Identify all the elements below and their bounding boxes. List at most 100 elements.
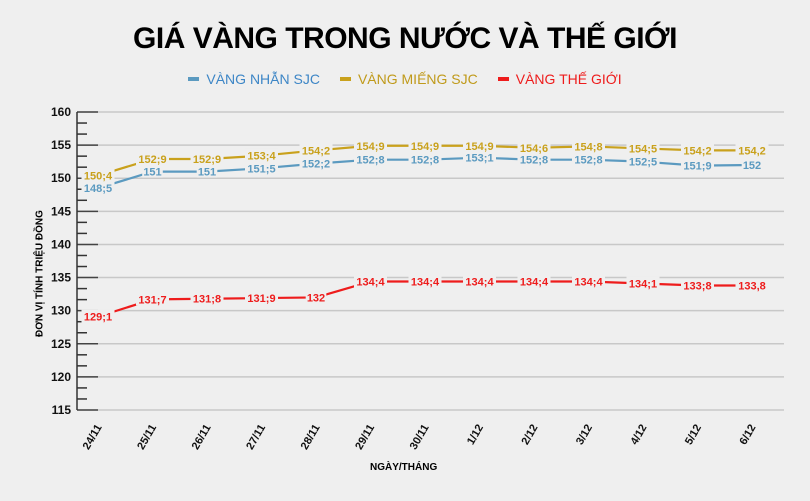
x-tick-label: 27/11 <box>244 423 268 452</box>
label-bg <box>408 274 442 288</box>
legend-swatch-icon <box>339 77 351 81</box>
label-bg <box>354 152 387 166</box>
data-label: 151;5 <box>247 163 275 175</box>
x-tick-label: 24/11 <box>81 423 105 452</box>
data-label: 132 <box>307 292 325 304</box>
label-bg <box>354 274 387 288</box>
chart-title: GIÁ VÀNG TRONG NƯỚC VÀ THẾ GIỚI <box>133 22 677 55</box>
data-label: 152 <box>743 160 761 172</box>
y-tick-label: 130 <box>51 304 71 318</box>
label-bg <box>299 143 333 157</box>
legend: VÀNG NHẪN SJC VÀNG MIẾNG SJC VÀNG THẾ GI… <box>0 71 810 87</box>
data-label: 152;9 <box>138 154 166 166</box>
data-label: 154;6 <box>520 143 548 155</box>
data-label: 134;4 <box>411 277 440 289</box>
x-tick-label: 25/11 <box>135 423 159 452</box>
label-bg <box>626 276 660 290</box>
x-tick-label: 2/12 <box>519 423 540 448</box>
label-bg <box>463 274 496 288</box>
data-label: 154;5 <box>629 143 657 155</box>
label-bg <box>408 152 442 166</box>
x-tick-label: 29/11 <box>353 423 377 452</box>
legend-label: VÀNG NHẪN SJC <box>206 71 320 87</box>
data-label: 148;5 <box>84 183 112 195</box>
data-label: 154;2 <box>302 145 330 157</box>
label-bg <box>463 138 496 152</box>
legend-swatch-icon <box>497 77 509 81</box>
y-tick-label: 155 <box>51 138 71 152</box>
label-bg <box>517 152 551 166</box>
data-label: 134;4 <box>465 277 494 289</box>
label-bg <box>136 292 169 306</box>
data-label: 154;2 <box>683 145 711 157</box>
label-bg <box>408 138 442 152</box>
y-tick-label: 150 <box>51 171 71 185</box>
label-bg <box>681 143 714 157</box>
label-bg <box>142 164 163 178</box>
y-tick-label: 125 <box>51 337 71 351</box>
x-tick-label: 26/11 <box>190 423 214 452</box>
label-bg <box>81 168 115 182</box>
label-bg <box>245 291 278 305</box>
y-tick-label: 140 <box>51 237 71 251</box>
y-tick-label: 160 <box>51 105 71 119</box>
legend-swatch-icon <box>188 77 200 81</box>
label-bg <box>190 152 224 166</box>
data-label: 154;9 <box>465 141 493 153</box>
label-bg <box>517 274 551 288</box>
x-tick-label: 30/11 <box>408 423 432 452</box>
series-2: 129;1 131;7 131;8 131;9 132 134;4 134;4 134;4 13… <box>81 274 769 324</box>
label-bg <box>136 152 169 166</box>
x-tick-label: 6/12 <box>737 423 758 448</box>
legend-label: VÀNG THẾ GIỚI <box>515 71 622 87</box>
legend-label: VÀNG MIẾNG SJC <box>357 71 478 87</box>
data-label: 152;9 <box>193 154 221 166</box>
data-label: 154,2 <box>738 145 766 157</box>
x-tick-label: 1/12 <box>465 423 486 448</box>
series-1: 150;4 152;9 152;9 153;4 154;2 154;9 154;9 154;9… <box>81 138 769 183</box>
data-label: 131;8 <box>193 294 221 306</box>
label-bg <box>735 278 769 292</box>
data-label: 131;9 <box>247 293 275 305</box>
label-bg <box>572 274 605 288</box>
label-bg <box>190 291 224 305</box>
label-bg <box>626 141 660 155</box>
legend-item-vang-nhan-sjc: VÀNG NHẪN SJC <box>188 71 320 87</box>
label-bg <box>681 158 714 172</box>
data-label: 134;4 <box>574 277 603 289</box>
label-bg <box>81 309 115 323</box>
data-label: 134;1 <box>629 279 657 291</box>
data-label: 150;4 <box>84 171 113 183</box>
data-label: 134;4 <box>520 277 549 289</box>
y-tick-label: 115 <box>52 403 72 417</box>
data-label: 152;8 <box>574 155 602 167</box>
label-bg <box>245 161 278 175</box>
x-tick-label: 28/11 <box>299 423 323 452</box>
data-label: 153;4 <box>247 151 276 163</box>
data-label: 152;8 <box>356 155 384 167</box>
label-bg <box>626 154 660 168</box>
label-bg <box>735 143 769 157</box>
x-tick-label: 4/12 <box>628 423 649 448</box>
label-bg <box>572 152 605 166</box>
data-label: 134;4 <box>356 277 385 289</box>
data-label: 131;7 <box>138 294 166 306</box>
data-label: 133;8 <box>683 281 711 293</box>
label-bg <box>681 278 714 292</box>
x-axis-label: NGÀY/THÁNG <box>370 462 438 473</box>
legend-item-vang-the-gioi: VÀNG THẾ GIỚI <box>497 71 622 87</box>
data-label: 152;5 <box>629 157 657 169</box>
x-tick-label: 5/12 <box>683 423 704 448</box>
data-label: 152;2 <box>302 159 330 171</box>
data-label: 154;9 <box>411 141 439 153</box>
label-bg <box>305 290 327 304</box>
data-label: 151 <box>198 167 216 179</box>
y-tick-label: 120 <box>51 370 71 384</box>
y-tick-label: 135 <box>51 271 71 285</box>
x-tick-label: 3/12 <box>574 423 595 448</box>
label-bg <box>196 164 218 178</box>
label-bg <box>299 156 333 170</box>
label-bg <box>81 181 115 195</box>
label-bg <box>354 138 387 152</box>
